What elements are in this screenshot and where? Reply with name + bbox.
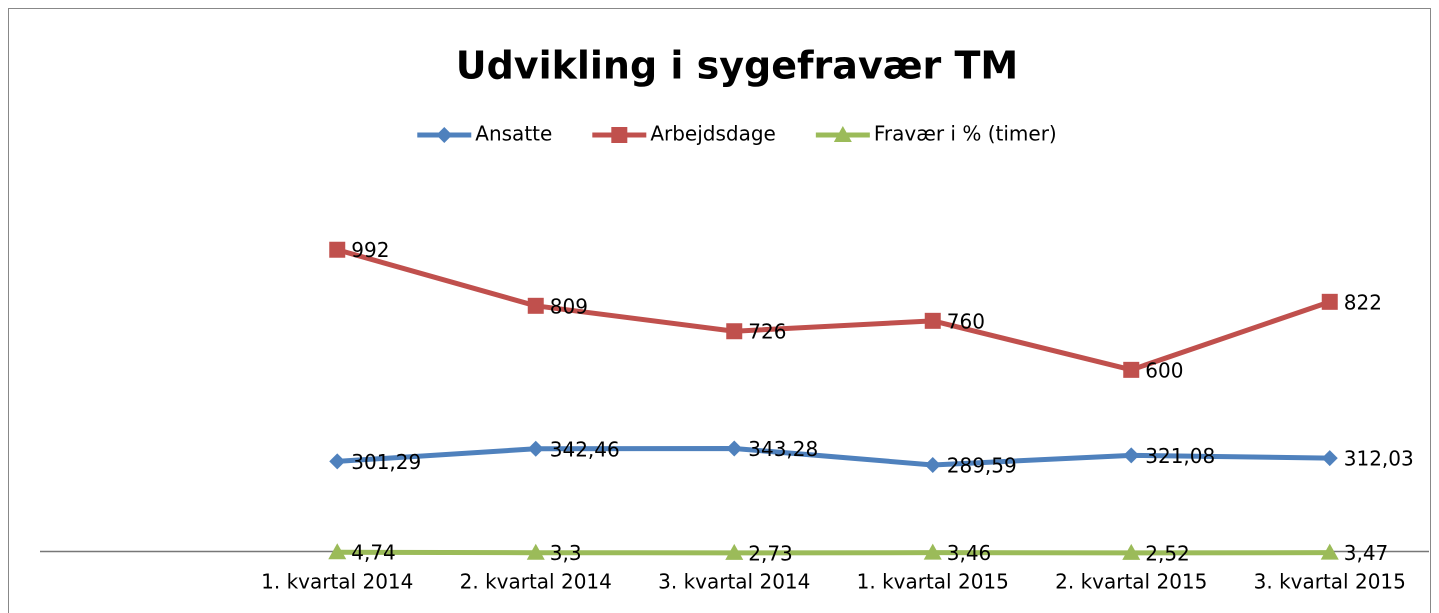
- data-label: 760: [947, 309, 985, 333]
- legend-marker: [436, 127, 453, 143]
- series-line: [336, 247, 1331, 373]
- marker: [725, 543, 744, 560]
- marker: [1123, 447, 1140, 464]
- data-label: 3,3: [550, 541, 582, 565]
- chart-title: Udvikling i sygefravær TM: [456, 44, 1019, 88]
- marker: [527, 297, 544, 314]
- legend-label: Fravær i % (timer): [874, 122, 1057, 146]
- marker: [726, 323, 743, 340]
- data-label: 600: [1145, 358, 1183, 382]
- x-tick-label: 2. kvartal 2015: [1055, 570, 1207, 594]
- data-label: 822: [1344, 290, 1382, 314]
- x-tick-label: 2. kvartal 2014: [460, 570, 612, 594]
- data-label: 312,03: [1344, 447, 1414, 471]
- legend-marker: [611, 127, 628, 143]
- marker: [328, 543, 347, 560]
- marker: [1321, 293, 1338, 310]
- marker: [924, 312, 941, 329]
- x-tick-label: 3. kvartal 2015: [1254, 570, 1406, 594]
- legend-label: Arbejdsdage: [650, 122, 776, 146]
- marker: [923, 543, 942, 560]
- marker: [1320, 543, 1339, 560]
- data-label: 343,28: [748, 437, 818, 461]
- marker: [924, 456, 941, 473]
- data-label: 992: [351, 238, 389, 262]
- marker: [526, 543, 545, 560]
- marker: [329, 241, 346, 258]
- marker: [1123, 361, 1140, 378]
- marker: [527, 440, 544, 457]
- marker: [726, 440, 743, 457]
- chart-frame: [8, 8, 1431, 613]
- legend-label: Ansatte: [475, 122, 552, 146]
- data-label: 4,74: [351, 541, 396, 565]
- data-label: 3,47: [1344, 541, 1389, 565]
- data-label: 809: [550, 294, 588, 318]
- x-tick-label: 1. kvartal 2014: [261, 570, 413, 594]
- marker: [329, 453, 346, 470]
- data-label: 301,29: [351, 450, 421, 474]
- marker: [1321, 450, 1338, 467]
- data-label: 2,73: [748, 541, 793, 565]
- data-label: 342,46: [550, 437, 620, 461]
- x-tick-label: 3. kvartal 2014: [658, 570, 810, 594]
- data-label: 2,52: [1145, 541, 1190, 565]
- series-line: [337, 549, 1330, 556]
- data-label: 289,59: [947, 453, 1017, 477]
- data-label: 3,46: [947, 541, 992, 565]
- x-tick-label: 1. kvartal 2015: [857, 570, 1009, 594]
- data-label: 321,08: [1145, 444, 1215, 468]
- series-line: [337, 446, 1330, 468]
- legend-marker: [833, 126, 852, 142]
- data-label: 726: [748, 320, 786, 344]
- marker: [1122, 543, 1141, 560]
